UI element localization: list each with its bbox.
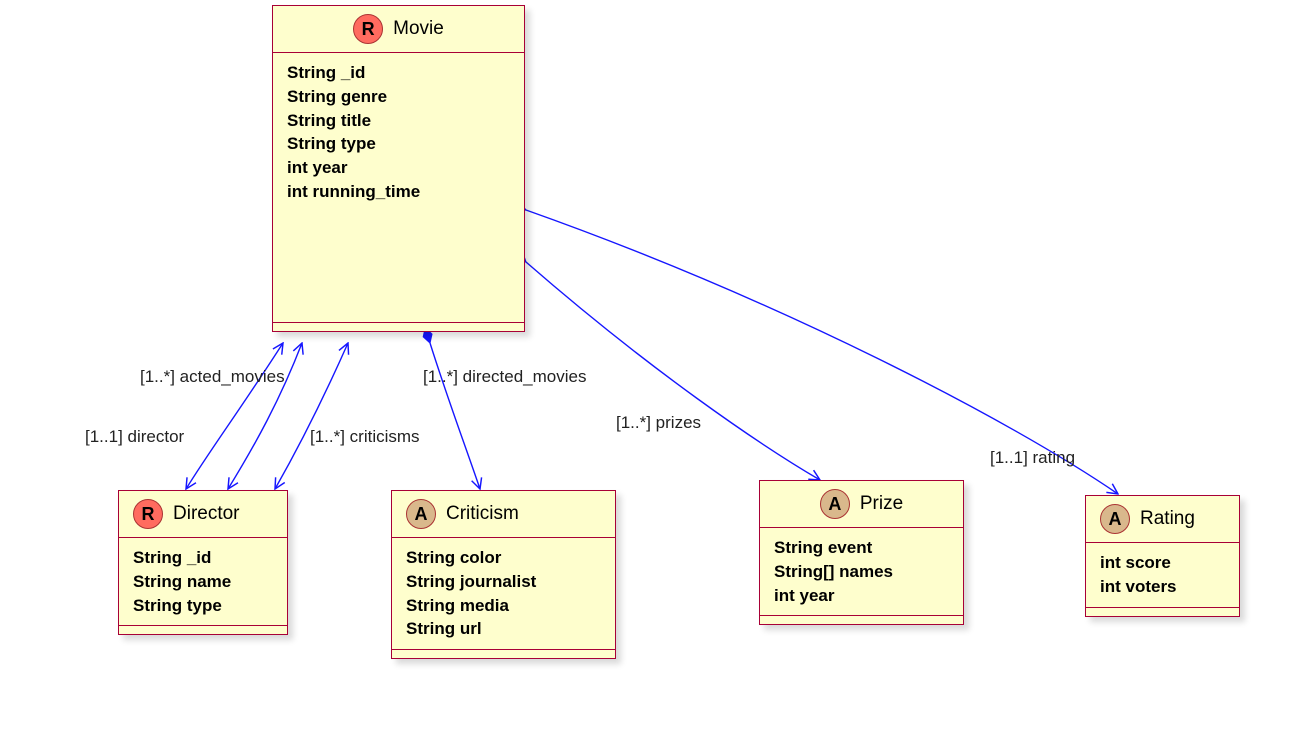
class-rating: A Rating int score int voters [1085, 495, 1240, 617]
class-criticism: A Criticism String color String journali… [391, 490, 616, 659]
class-name: Prize [860, 493, 903, 515]
edge-label-rating: [1..1] rating [990, 448, 1075, 468]
class-prize: A Prize String event String[] names int … [759, 480, 964, 625]
attr: int year [287, 156, 510, 180]
attr: String _id [133, 546, 273, 570]
class-attrs: String _id String genre String title Str… [273, 53, 524, 323]
stereotype-badge-R: R [353, 14, 383, 44]
class-header: R Movie [273, 6, 524, 53]
attr: int year [774, 584, 949, 608]
edge-label-acted-movies: [1..*] acted_movies [140, 367, 285, 387]
stereotype-badge-A: A [820, 489, 850, 519]
attr: String name [133, 570, 273, 594]
class-attrs: int score int voters [1086, 543, 1239, 608]
edge-directed_movies [275, 343, 348, 489]
class-attrs: String color String journalist String me… [392, 538, 615, 650]
attr: int running_time [287, 180, 510, 204]
class-name: Rating [1140, 508, 1195, 530]
stereotype-badge-A: A [1100, 504, 1130, 534]
attr: int voters [1100, 575, 1225, 599]
attr: String[] names [774, 560, 949, 584]
stereotype-badge-A: A [406, 499, 436, 529]
class-movie: R Movie String _id String genre String t… [272, 5, 525, 332]
attr: String genre [287, 85, 510, 109]
class-header: R Director [119, 491, 287, 538]
attr: String url [406, 617, 601, 641]
attr: String title [287, 109, 510, 133]
edge-label-directed-movies: [1..*] directed_movies [423, 367, 586, 387]
edge-acted_movies [228, 343, 302, 489]
attr: String journalist [406, 570, 601, 594]
attr: String type [133, 594, 273, 618]
class-header: A Prize [760, 481, 963, 528]
attr: String _id [287, 61, 510, 85]
class-name: Director [173, 503, 240, 525]
edge-criticisms [430, 343, 480, 489]
edge-label-director: [1..1] director [85, 427, 184, 447]
edge-label-criticisms: [1..*] criticisms [310, 427, 420, 447]
class-header: A Criticism [392, 491, 615, 538]
attr: String media [406, 594, 601, 618]
attr: String type [287, 132, 510, 156]
class-attrs: String _id String name String type [119, 538, 287, 626]
attr: int score [1100, 551, 1225, 575]
class-header: A Rating [1086, 496, 1239, 543]
attr: String color [406, 546, 601, 570]
attr: String event [774, 536, 949, 560]
stereotype-badge-R: R [133, 499, 163, 529]
class-name: Criticism [446, 503, 519, 525]
class-attrs: String event String[] names int year [760, 528, 963, 616]
class-name: Movie [393, 18, 444, 40]
edge-label-prizes: [1..*] prizes [616, 413, 701, 433]
class-director: R Director String _id String name String… [118, 490, 288, 635]
